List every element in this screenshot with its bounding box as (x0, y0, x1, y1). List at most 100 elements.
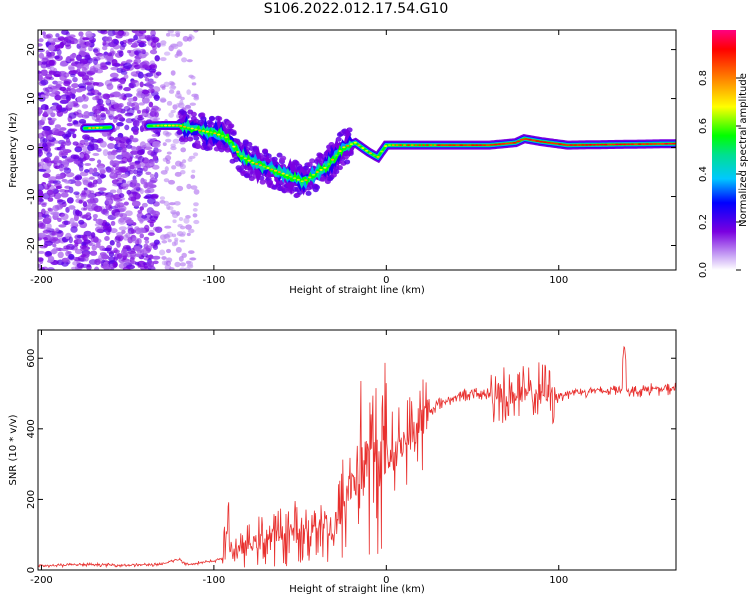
spectral-blob (137, 71, 144, 79)
spectral-blob (43, 236, 49, 241)
spectral-blob (109, 136, 115, 142)
spectral-blob (130, 80, 136, 84)
spectral-peak (418, 144, 422, 147)
spectral-blob (45, 91, 51, 97)
spectral-blob (127, 236, 134, 244)
spectral-peak (88, 127, 92, 129)
spectral-blob (112, 77, 119, 81)
spectral-blob (91, 244, 97, 251)
spectral-blob (47, 134, 54, 141)
spectral-peak (512, 141, 517, 144)
spectral-blob (46, 189, 54, 196)
spectral-blob (55, 83, 62, 89)
spectral-blob (68, 186, 74, 194)
spectral-blob (147, 260, 155, 268)
spectral-blob (136, 167, 144, 174)
spectral-blob (122, 266, 131, 270)
spectral-blob (52, 204, 60, 212)
spectral-peak (485, 144, 491, 147)
spectral-peak (402, 144, 407, 147)
spectral-blob (106, 83, 114, 91)
spectral-blob (149, 60, 155, 66)
spectral-blob (40, 94, 45, 98)
spectral-blob (107, 30, 116, 37)
spectral-blob (45, 251, 52, 256)
spectral-blob (69, 217, 75, 225)
spectral-peak (664, 142, 669, 145)
spectral-blob (170, 70, 176, 76)
spectral-blob (40, 69, 48, 76)
spectral-peak (626, 143, 631, 146)
spectral-blob (160, 170, 168, 175)
top-plot-frame (37, 29, 677, 271)
spectral-blob (56, 110, 64, 117)
spectral-blob (143, 262, 148, 269)
spectral-blob (190, 111, 197, 117)
spectral-blob (136, 109, 141, 114)
spectral-peak (220, 135, 225, 137)
spectral-blob (56, 233, 62, 238)
spectral-blob (107, 52, 113, 57)
spectral-blob (305, 190, 312, 196)
spectral-peak (281, 172, 285, 175)
spectral-blob (104, 212, 110, 217)
spectral-blob (193, 202, 199, 207)
spectral-peak (292, 177, 297, 180)
spectral-blob (38, 220, 44, 228)
spectral-blob (127, 97, 136, 102)
spectral-blob (138, 102, 145, 106)
spectral-blob (109, 189, 117, 194)
spectral-blob (67, 101, 74, 109)
spectral-blob (90, 143, 99, 151)
spectral-blob (115, 201, 121, 206)
spectral-blob (193, 189, 200, 195)
spectral-blob (94, 259, 101, 266)
spectral-blob (85, 204, 92, 210)
spectral-peak (440, 144, 445, 147)
spectral-blob (161, 240, 168, 244)
spectral-blob (110, 228, 118, 234)
spectral-blob (82, 153, 90, 161)
spectral-blob (82, 145, 88, 152)
spectral-blob (123, 62, 133, 70)
spectral-blob (66, 158, 75, 163)
spectral-blob (150, 195, 159, 200)
spectral-blob (59, 99, 69, 105)
spectral-blob (107, 109, 115, 117)
spectral-blob (42, 173, 51, 178)
spectral-blob (143, 243, 149, 249)
spectral-blob (63, 220, 69, 226)
spectral-blob (276, 152, 283, 158)
colorbar-tick-label: 0.0 (698, 262, 709, 278)
spectral-blob (142, 73, 149, 78)
spectral-blob (123, 93, 133, 98)
spectral-blob (109, 159, 115, 166)
spectral-peak (198, 129, 202, 132)
spectral-blob (70, 69, 78, 74)
spectral-blob (171, 233, 177, 238)
spectral-blob (195, 143, 202, 149)
spectral-blob (140, 177, 145, 185)
spectral-blob (70, 154, 77, 160)
colorbar-label: Normalized spectral amplitude (738, 73, 749, 227)
spectral-blob (125, 118, 134, 124)
spectral-blob (192, 213, 198, 218)
spectral-blob (56, 49, 62, 56)
spectral-blob (177, 224, 183, 228)
spectral-blob (109, 172, 115, 177)
spectral-blob (139, 81, 144, 88)
spectral-peak (603, 143, 608, 146)
spectral-blob (151, 164, 160, 170)
spectral-peak (618, 143, 624, 146)
spectral-blob (102, 263, 111, 270)
spectral-blob (38, 147, 43, 155)
spectral-blob (93, 108, 102, 114)
spectral-blob (188, 250, 195, 254)
spectral-blob (61, 160, 69, 165)
spectral-blob (51, 230, 57, 236)
spectral-blob (170, 109, 176, 114)
spectral-peak (614, 143, 620, 146)
spectral-blob (152, 201, 160, 207)
spectral-peak (239, 155, 244, 157)
spectral-blob (38, 132, 44, 139)
